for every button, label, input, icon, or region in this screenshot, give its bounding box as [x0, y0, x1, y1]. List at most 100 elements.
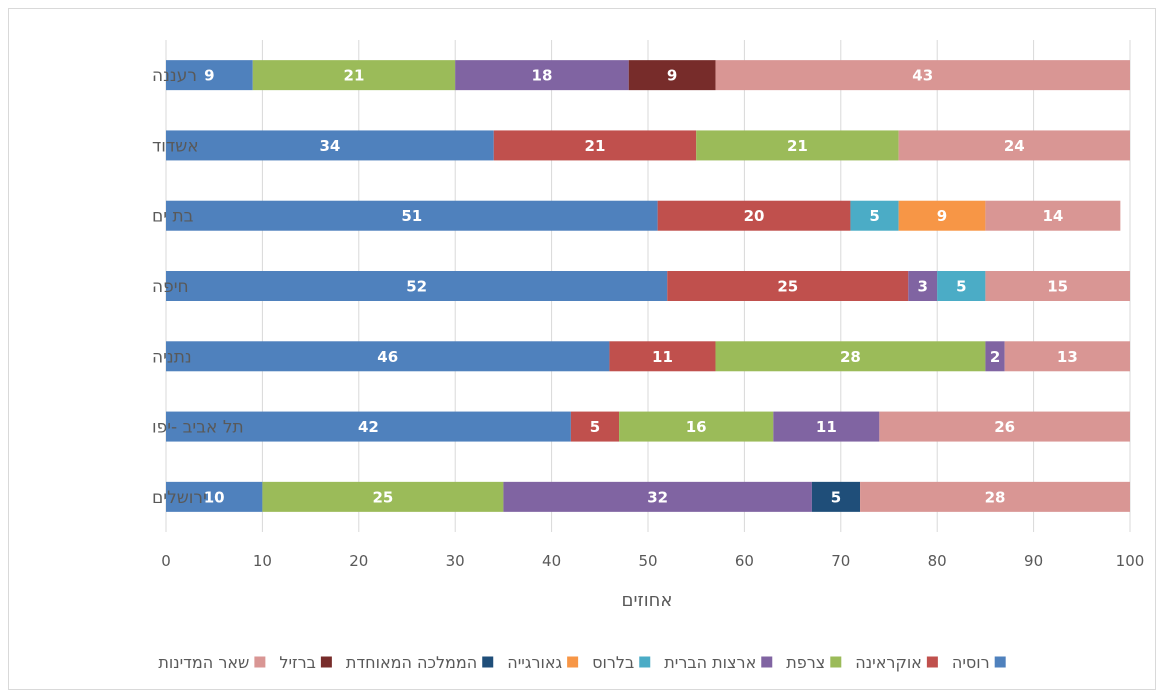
- data-label: 34: [319, 137, 340, 155]
- data-label: 20: [744, 207, 765, 225]
- data-label: 28: [985, 488, 1006, 506]
- x-tick-label: 40: [542, 552, 561, 570]
- x-tick-label: 90: [1024, 552, 1043, 570]
- bar-segment: [773, 411, 880, 442]
- data-label: 2: [990, 348, 1000, 366]
- bar-segment: [898, 200, 986, 231]
- data-label: 5: [590, 418, 600, 436]
- x-tick-label: 100: [1116, 552, 1145, 570]
- data-label: 15: [1047, 278, 1068, 296]
- data-label: 13: [1057, 348, 1078, 366]
- bar-segment: [166, 411, 571, 442]
- bar-segment: [570, 411, 620, 442]
- category-label: תל אביב -יפו: [152, 418, 244, 438]
- bar-segment: [166, 271, 668, 301]
- x-tick-label: 80: [928, 552, 947, 570]
- legend-label: אוקראינה: [855, 653, 922, 672]
- data-label: 21: [787, 137, 808, 155]
- data-label: 11: [652, 348, 673, 366]
- bar-segment: [166, 481, 263, 512]
- legend-swatch: [254, 656, 266, 668]
- legend-swatch: [320, 656, 332, 668]
- bar-segment: [696, 130, 899, 161]
- data-label: 24: [1004, 137, 1025, 155]
- x-tick-label: 0: [161, 552, 171, 570]
- data-label: 9: [937, 207, 947, 225]
- bar-segment: [879, 411, 1130, 442]
- bar-segment: [455, 60, 629, 91]
- legend-label: הממלכה המאוחדת: [346, 653, 477, 672]
- bar-segment: [609, 341, 716, 372]
- data-label: 18: [532, 67, 553, 85]
- legend-label: רוסיה: [952, 653, 990, 672]
- bar-segment: [166, 200, 658, 231]
- legend-swatch: [482, 656, 494, 668]
- bar-segment: [657, 200, 851, 231]
- data-label: 11: [816, 418, 837, 436]
- x-tick-label: 70: [831, 552, 850, 570]
- x-tick-label: 20: [349, 552, 368, 570]
- category-label: נתניה: [152, 347, 192, 367]
- bar-segment: [166, 341, 610, 372]
- data-label: 25: [372, 488, 393, 506]
- data-label: 43: [912, 67, 933, 85]
- data-label: 25: [777, 278, 798, 296]
- legend-label: ברזיל: [279, 653, 316, 672]
- bar-segment: [985, 271, 1130, 301]
- bar-segment: [860, 481, 1130, 512]
- legend-swatch: [994, 656, 1006, 668]
- data-label: 14: [1042, 207, 1063, 225]
- bar-segment: [850, 200, 899, 231]
- bar-segment: [493, 130, 697, 161]
- bar-segment: [166, 60, 253, 91]
- data-label: 5: [869, 207, 879, 225]
- data-label: 3: [918, 278, 928, 296]
- bar-segment: [262, 481, 504, 512]
- data-label: 51: [401, 207, 422, 225]
- legend-swatch: [567, 656, 579, 668]
- x-axis-title: אחוזים: [622, 590, 673, 611]
- legend-label: בלרוס: [592, 653, 634, 672]
- data-label: 9: [667, 67, 677, 85]
- bar-segment: [252, 60, 456, 91]
- data-label: 52: [406, 278, 427, 296]
- category-label: רעננה: [152, 66, 197, 86]
- bar-segment: [908, 271, 938, 301]
- x-tick-label: 30: [446, 552, 465, 570]
- legend-label: ארצות הברית: [664, 653, 756, 672]
- bar-segment: [985, 200, 1121, 231]
- category-label: ירושלים: [152, 488, 207, 508]
- bar-segment: [715, 341, 986, 372]
- bar-segment: [937, 271, 986, 301]
- bar-segment: [715, 60, 1130, 91]
- legend-label: צרפת: [786, 653, 825, 672]
- bar-segment: [811, 481, 861, 512]
- x-tick-label: 50: [638, 552, 657, 570]
- x-tick-label: 10: [253, 552, 272, 570]
- data-label: 5: [831, 488, 841, 506]
- data-label: 46: [377, 348, 398, 366]
- category-label: בת ים: [152, 207, 194, 227]
- data-label: 32: [647, 488, 668, 506]
- category-label: אשדוד: [152, 136, 199, 156]
- bar-segment: [166, 130, 494, 161]
- legend-swatch: [830, 656, 842, 668]
- bar-segment: [628, 60, 716, 91]
- bar-segment: [985, 341, 1005, 372]
- bar-segment: [898, 130, 1130, 161]
- category-label: חיפה: [152, 277, 189, 297]
- legend-swatch: [639, 656, 651, 668]
- data-label: 42: [358, 418, 379, 436]
- data-label: 5: [956, 278, 966, 296]
- data-label: 9: [204, 67, 214, 85]
- bar-segment: [1004, 341, 1130, 372]
- bar-segment: [503, 481, 812, 512]
- data-label: 21: [585, 137, 606, 155]
- x-tick-label: 60: [735, 552, 754, 570]
- data-label: 10: [204, 488, 225, 506]
- data-label: 26: [994, 418, 1015, 436]
- data-label: 21: [344, 67, 365, 85]
- legend-label: שאר המדינות: [158, 653, 249, 672]
- bar-segment: [667, 271, 909, 301]
